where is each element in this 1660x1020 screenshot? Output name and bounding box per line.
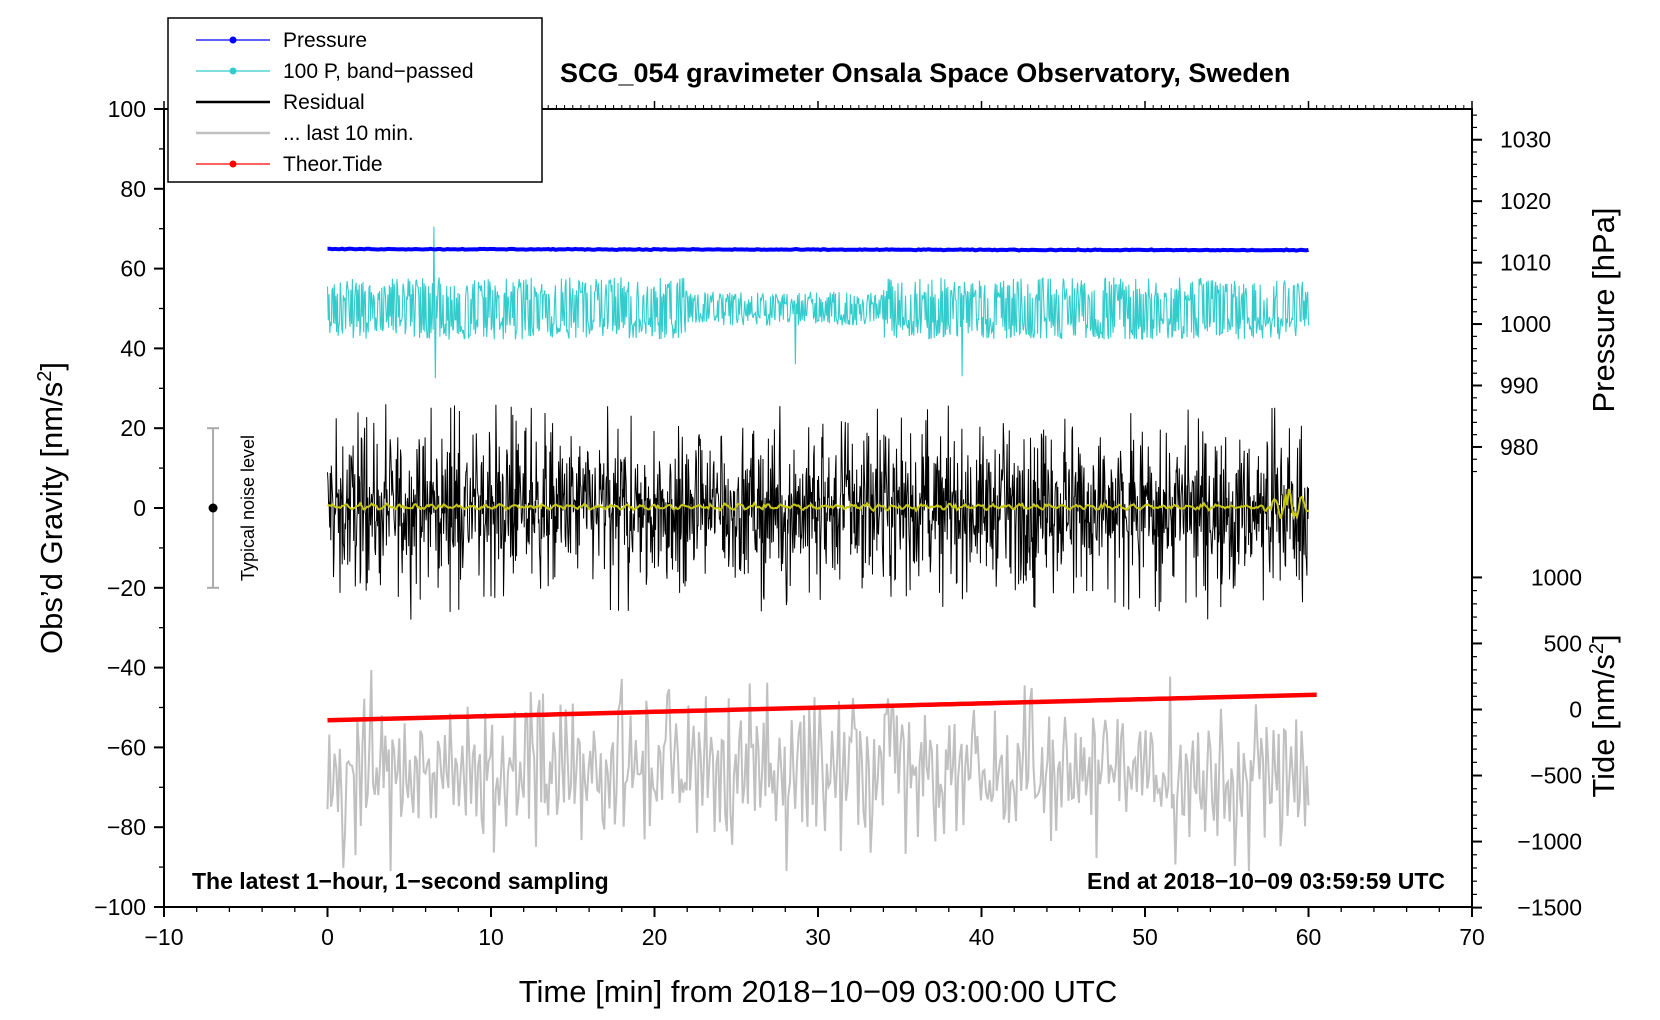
y-tick-label: 60 <box>120 256 146 282</box>
y-tick-label: 100 <box>108 96 146 122</box>
tide-axis-title-sup: 2 <box>1586 643 1608 654</box>
tide-axis-title-end: ] <box>1586 634 1621 643</box>
legend-label: 100 P, band−passed <box>283 60 474 83</box>
legend-label: Residual <box>283 91 365 114</box>
theoretical-tide-line <box>327 692 1317 723</box>
legend-label: Pressure <box>283 29 367 52</box>
x-tick-label: 70 <box>1459 924 1485 950</box>
legend-marker <box>229 36 237 44</box>
y-axis-title-left-end: ] <box>34 362 69 371</box>
legend-box <box>167 17 543 183</box>
tide-axis-title: Tide [nm/s2] <box>1586 634 1621 797</box>
y-tick-label: −80 <box>107 814 146 840</box>
y-tick-label: −100 <box>94 894 146 920</box>
pressure-tick-label: 1030 <box>1500 127 1551 153</box>
annotation-left: The latest 1−hour, 1−second sampling <box>192 868 609 894</box>
noise-level-label: Typical noise level <box>238 435 258 581</box>
residual-smoothed-line <box>327 488 1309 521</box>
tide-axis-ticks: −1500 −1000 −500 0 500 1000 <box>1472 564 1582 921</box>
noise-level-indicator: Typical noise level <box>207 427 258 589</box>
y-tick-label: −60 <box>107 734 146 760</box>
pressure-tick-label: 1020 <box>1500 188 1551 214</box>
tide-tick-label: −1500 <box>1517 895 1582 921</box>
pressure-tick-label: 1010 <box>1500 250 1551 276</box>
pressure-line <box>327 246 1309 253</box>
y-tick-label: −40 <box>107 655 146 681</box>
pressure-tick-label: 1000 <box>1500 311 1551 337</box>
legend: Pressure 100 P, band−passed Residual ... la… <box>167 17 543 183</box>
tide-tick-label: 500 <box>1544 630 1582 656</box>
x-tick-label: 20 <box>642 924 668 950</box>
tide-tick-label: −500 <box>1530 763 1582 789</box>
y-axis-title-left-sup: 2 <box>34 371 56 382</box>
y-tick-label: −20 <box>107 575 146 601</box>
y-axis-title-left: Obs’d Gravity [nm/s2] <box>34 362 69 654</box>
x-tick-label: 40 <box>969 924 995 950</box>
y-axis-title-left-main: Obs’d Gravity [nm/s <box>34 382 69 654</box>
y-tick-label: 80 <box>120 176 146 202</box>
legend-marker <box>229 160 237 168</box>
noise-level-dot <box>208 503 218 513</box>
legend-label: ... last 10 min. <box>283 122 414 145</box>
pressure-tick-label: 990 <box>1500 373 1538 399</box>
annotation-right: End at 2018−10−09 03:59:59 UTC <box>1087 868 1445 894</box>
series-layer <box>326 226 1317 872</box>
legend-marker <box>229 67 237 75</box>
x-tick-label: 10 <box>478 924 504 950</box>
pressure-tick-label: 980 <box>1500 434 1538 460</box>
pressure-axis-title: Pressure [hPa] <box>1586 207 1621 412</box>
x-tick-label: 0 <box>321 924 334 950</box>
y-axis-ticks: −100 −80 −60 −40 −20 0 20 40 60 80 100 <box>94 96 164 920</box>
tide-tick-label: −1000 <box>1517 829 1582 855</box>
y-tick-label: 40 <box>120 335 146 361</box>
residual-line <box>327 404 1309 620</box>
last-10-min-line <box>326 669 1310 872</box>
x-tick-label: 30 <box>805 924 831 950</box>
x-tick-label: 50 <box>1132 924 1158 950</box>
x-tick-label: −10 <box>144 924 183 950</box>
tide-axis-title-main: Tide [nm/s <box>1586 654 1621 798</box>
band-passed-pressure-line <box>326 226 1310 379</box>
x-axis-title: Time [min] from 2018−10−09 03:00:00 UTC <box>519 974 1118 1009</box>
legend-label: Theor.Tide <box>283 153 383 176</box>
tide-tick-label: 1000 <box>1531 564 1582 590</box>
y-tick-label: 20 <box>120 415 146 441</box>
chart-title: SCG_054 gravimeter Onsala Space Observat… <box>560 58 1290 88</box>
x-axis-ticks: −10 0 10 20 30 40 50 60 70 <box>144 101 1485 950</box>
tide-tick-label: 0 <box>1569 696 1582 722</box>
pressure-axis-ticks: 980 990 1000 1010 1020 1030 <box>1472 114 1551 473</box>
y-tick-label: 0 <box>133 495 146 521</box>
x-tick-label: 60 <box>1296 924 1322 950</box>
